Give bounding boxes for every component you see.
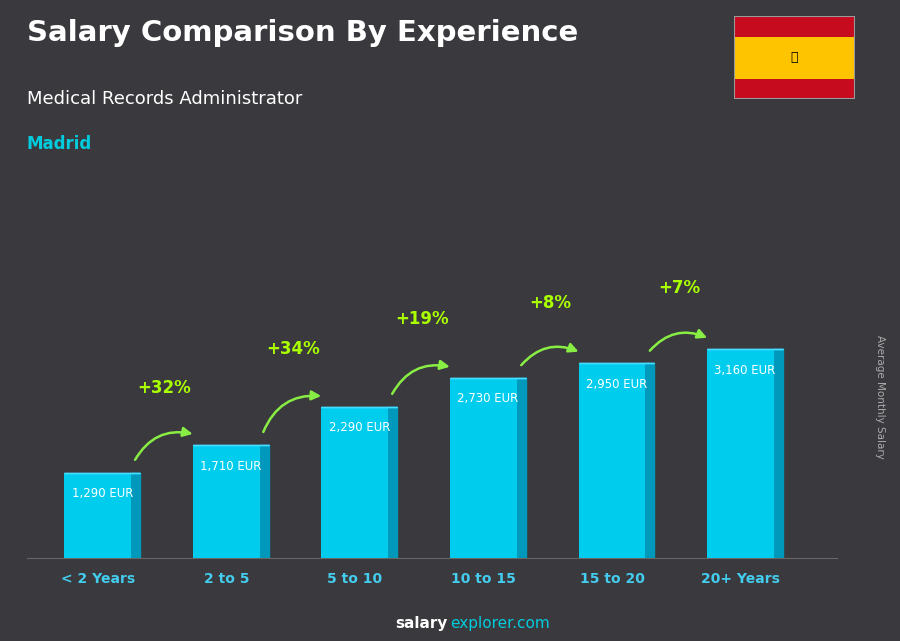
Bar: [193, 445, 260, 558]
Text: Average Monthly Salary: Average Monthly Salary: [875, 335, 886, 460]
Polygon shape: [774, 349, 783, 558]
Bar: [450, 378, 517, 558]
Bar: [734, 37, 855, 79]
Text: 1,710 EUR: 1,710 EUR: [200, 460, 262, 472]
Polygon shape: [645, 363, 654, 558]
Bar: [321, 406, 388, 558]
Text: +7%: +7%: [658, 279, 700, 297]
Polygon shape: [260, 445, 269, 558]
Text: +32%: +32%: [138, 379, 192, 397]
Text: +19%: +19%: [395, 310, 448, 328]
Text: +8%: +8%: [529, 294, 572, 312]
Bar: [707, 349, 774, 558]
Text: 2,950 EUR: 2,950 EUR: [586, 378, 647, 391]
Polygon shape: [517, 378, 526, 558]
Text: Medical Records Administrator: Medical Records Administrator: [27, 90, 302, 108]
Bar: [734, 16, 855, 37]
Bar: [579, 363, 645, 558]
Text: 1,290 EUR: 1,290 EUR: [71, 487, 133, 500]
Text: +34%: +34%: [266, 340, 320, 358]
Text: Salary Comparison By Experience: Salary Comparison By Experience: [27, 19, 578, 47]
Text: explorer.com: explorer.com: [450, 617, 550, 631]
Polygon shape: [388, 406, 397, 558]
Text: 2,730 EUR: 2,730 EUR: [457, 392, 518, 405]
Text: salary: salary: [395, 617, 447, 631]
Text: 3,160 EUR: 3,160 EUR: [715, 364, 776, 377]
Text: 2,290 EUR: 2,290 EUR: [328, 421, 390, 435]
Polygon shape: [131, 472, 140, 558]
Text: Madrid: Madrid: [27, 135, 92, 153]
Bar: [64, 472, 131, 558]
Bar: [734, 79, 855, 99]
Text: 🛡: 🛡: [790, 51, 798, 64]
